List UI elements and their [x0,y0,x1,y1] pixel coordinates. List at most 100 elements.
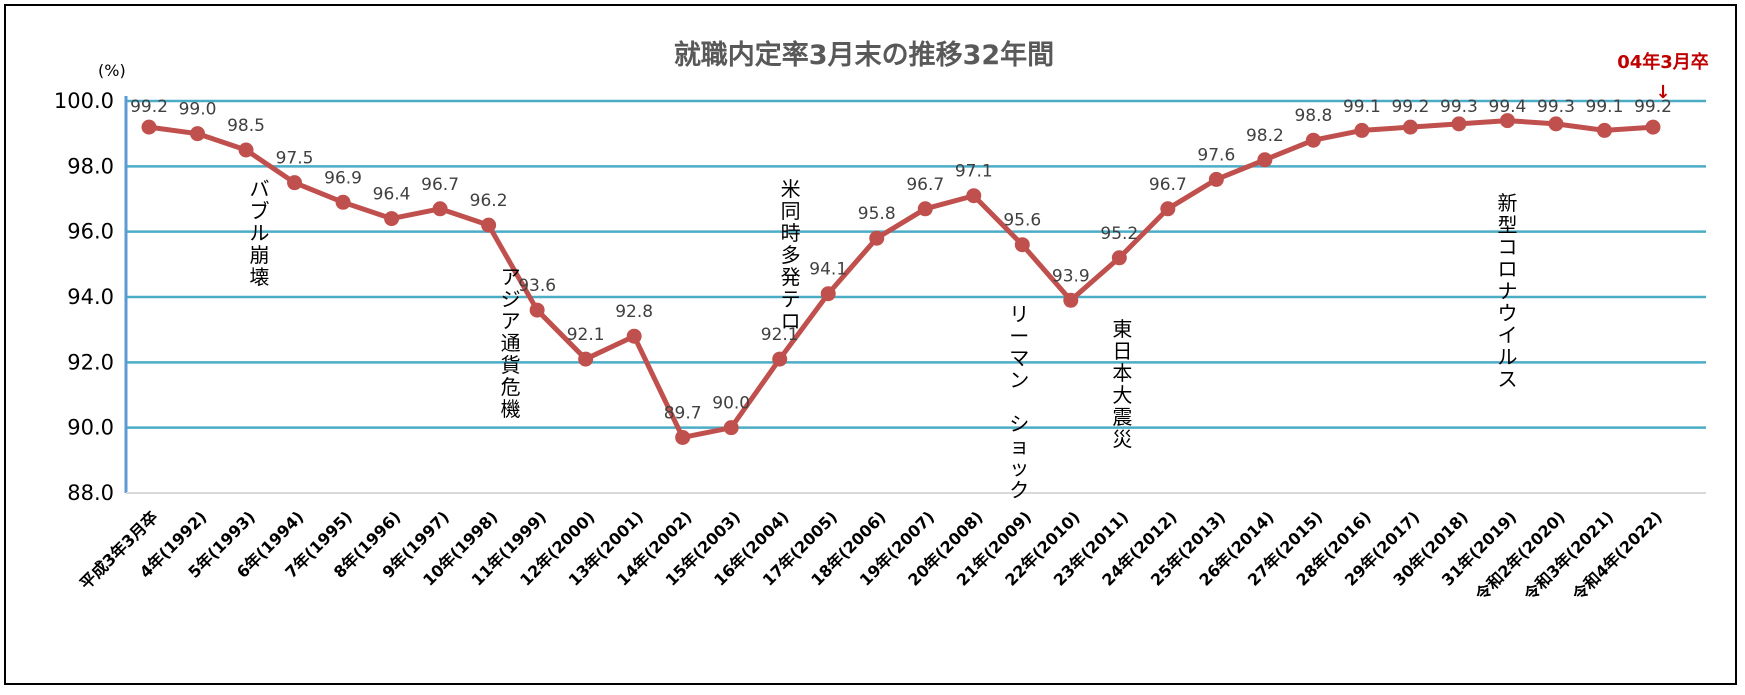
y-unit-label: (%) [98,61,126,80]
data-label: 99.2 [1391,97,1429,117]
data-label: 89.7 [664,403,702,423]
data-label: 96.4 [373,185,411,205]
annotation-char: イ [1497,323,1517,347]
data-label: 97.1 [955,162,993,182]
annotation-char: 米 [781,177,801,201]
data-point [481,217,497,233]
annotation-char: リ [1009,302,1029,326]
annotation-char: 震 [1112,405,1132,429]
annotation-char: 時 [781,221,801,245]
x-tick-label: 令和4年(2022) [1568,507,1666,605]
annotation-char: ア [501,265,521,289]
data-point [1451,116,1467,132]
data-point [869,230,885,246]
data-point [1499,113,1515,129]
data-label: 97.6 [1197,145,1235,165]
data-point [1305,132,1321,148]
y-tick-labels: 88.0 90.0 92.0 94.0 96.0 98.0 100.0 [54,89,114,505]
data-label: 98.5 [227,116,265,136]
annotation-char: 災 [1112,427,1132,451]
annotation-char: ン [1009,368,1029,392]
data-point [1063,292,1079,308]
annotation-char: シ [1009,412,1029,436]
annotation-char: 崩 [250,243,270,267]
annotation-char: ー [1009,324,1029,348]
data-point [1596,122,1612,138]
annotation-char: 型 [1497,213,1517,237]
data-point [1208,171,1224,187]
grid-lines [126,99,1706,429]
annotation-char: コ [1497,235,1517,259]
annotation-char: ナ [1497,279,1517,303]
annotation-char: テ [781,287,801,311]
data-label: 93.9 [1052,266,1090,286]
annotation-char: 東 [1112,317,1132,341]
data-point [772,351,788,367]
data-point [1111,250,1127,266]
annotation-char: ッ [1009,456,1029,480]
annotation-char: 壊 [250,265,270,289]
data-point [1645,119,1661,135]
data-label: 90.0 [712,394,750,414]
data-point [917,201,933,217]
data-point [238,142,254,158]
latest-marker-label: 04年3月卒 [1617,51,1709,73]
data-label: 99.4 [1489,97,1527,117]
data-label: 96.7 [906,175,944,195]
annotation-char: ジ [501,287,521,311]
annotation-char: 大 [1112,383,1132,407]
y-tick-label: 94.0 [67,285,114,309]
data-label: 99.1 [1586,97,1624,117]
annotation-char: 貨 [501,353,521,377]
data-label: 98.2 [1246,126,1284,146]
data-label: 96.7 [421,175,459,195]
data-point [1402,119,1418,135]
annotation-char: 危 [501,375,521,399]
annotation-char: ア [501,309,521,333]
data-labels: 99.2 99.0 98.5 97.5 96.9 96.4 96.7 96.2 93.6 92.1… [130,97,1672,423]
data-label: 99.0 [179,100,217,120]
data-label: 99.3 [1537,97,1575,117]
data-label: 93.6 [518,276,556,296]
data-label: 95.8 [858,204,896,224]
data-point [966,188,982,204]
y-tick-label: 92.0 [67,350,114,374]
chart-frame: 就職内定率3月末の推移32年間 (%) 88.0 90.0 92.0 94.0 96.0… [4,4,1737,685]
annotation-char: ル [250,221,270,245]
data-point [820,286,836,302]
y-tick-label: 100.0 [54,89,114,113]
data-label: 95.2 [1100,224,1138,244]
data-point [1160,201,1176,217]
data-point [1014,237,1030,253]
series-line [148,118,1654,440]
data-point [335,194,351,210]
data-point [432,201,448,217]
annotation-char: 通 [501,331,521,355]
data-label: 99.2 [1634,97,1672,117]
data-label: 99.2 [130,97,168,117]
data-label: 97.5 [276,149,314,169]
annotation-char: ウ [1497,301,1517,325]
latest-marker: 04年3月卒 ↓ [1617,51,1709,103]
annotation-char: ス [1497,367,1517,391]
data-label: 96.2 [470,191,508,211]
data-label: 92.1 [567,325,605,345]
annotation-char: 多 [781,243,801,267]
data-label: 96.9 [324,168,362,188]
data-point [141,119,157,135]
annotation-char: 機 [501,397,521,421]
data-label: 94.1 [809,260,847,280]
annotation-char: ョ [1009,434,1029,458]
latest-marker-arrow: ↓ [1655,82,1670,103]
annotation-char: 新 [1497,191,1517,215]
annotation-char: ブ [250,199,270,223]
data-label: 92.1 [761,325,799,345]
annotation-char: ロ [781,309,801,333]
data-point [529,302,545,318]
